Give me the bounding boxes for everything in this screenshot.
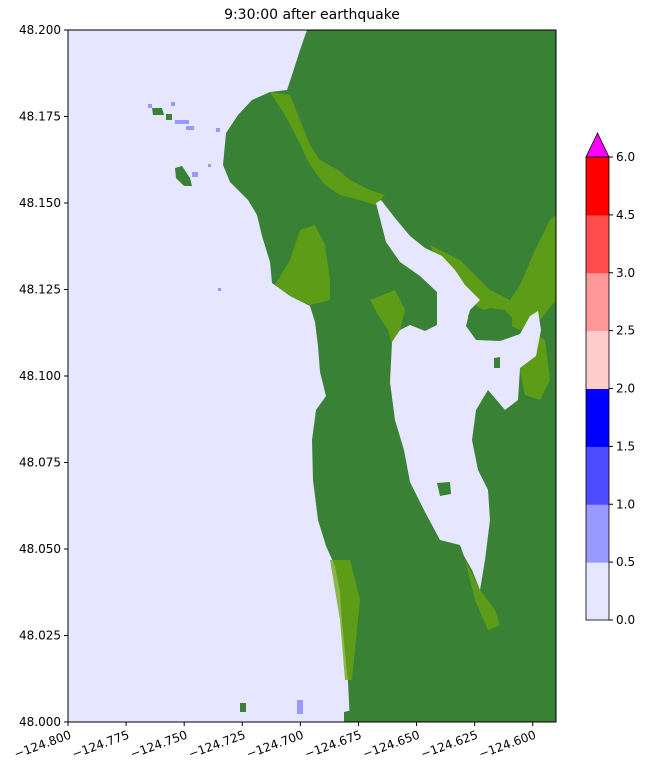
y-tick-label: 48.200 — [19, 23, 61, 37]
shallow-zone — [275, 225, 330, 305]
offshore-island — [175, 166, 192, 186]
shallow-zone — [270, 92, 385, 205]
map-area — [68, 30, 556, 722]
inundation-patch — [192, 172, 198, 177]
offshore-island — [152, 108, 164, 115]
inner-bay-water — [376, 200, 541, 590]
inundation-patch — [297, 700, 303, 714]
colorbar-band — [586, 330, 609, 389]
bay-islet — [494, 357, 500, 368]
y-tick-label: 48.075 — [19, 456, 61, 470]
x-tick-label: −124.700 — [245, 728, 306, 762]
x-tick-label: −124.725 — [186, 728, 247, 762]
y-tick-label: 48.150 — [19, 196, 61, 210]
offshore-island — [344, 710, 354, 722]
inundation-patches — [148, 102, 303, 714]
bay-islet — [437, 482, 451, 496]
colorbar-band — [586, 157, 609, 216]
bay-island — [468, 308, 512, 338]
colorbar-band — [586, 272, 609, 332]
x-tick-label: −124.625 — [419, 728, 480, 762]
colorbar-tick-label: 2.0 — [616, 382, 635, 396]
x-tick-label: −124.675 — [303, 728, 364, 762]
shallow-zone — [430, 215, 556, 330]
inundation-patch — [148, 104, 152, 108]
offshore-island — [240, 703, 246, 712]
colorbar-tick-label: 6.0 — [616, 150, 635, 164]
inundation-patch — [208, 164, 211, 167]
y-tick-label: 48.025 — [19, 629, 61, 643]
y-tick-label: 48.175 — [19, 110, 61, 124]
colorbar-band — [586, 388, 609, 447]
inundation-patch — [171, 102, 175, 106]
colorbar-band — [586, 214, 609, 274]
shallow-zone — [330, 560, 360, 680]
colorbar-tick-label: 2.5 — [616, 324, 635, 338]
colorbar-tick-label: 1.5 — [616, 439, 635, 453]
y-tick-label: 48.100 — [19, 369, 61, 383]
y-tick-label: 48.000 — [19, 715, 61, 729]
colorbar-tick-label: 3.0 — [616, 266, 635, 280]
y-tick-label: 48.125 — [19, 283, 61, 297]
colorbar-band — [586, 446, 609, 505]
offshore-island — [166, 114, 172, 120]
y-tick-label: 48.050 — [19, 542, 61, 556]
x-tick-label: −124.650 — [361, 728, 422, 762]
colorbar-tick-label: 4.5 — [616, 208, 635, 222]
plot-title: 9:30:00 after earthquake — [224, 7, 400, 23]
shallow-zone — [465, 560, 500, 630]
inundation-patch — [186, 126, 194, 130]
shallow-zones — [270, 92, 556, 680]
x-tick-label: −124.800 — [12, 728, 73, 762]
colorbar: 0.0 0.5 1.0 1.5 2.0 2.5 3.0 4.5 6.0 — [585, 132, 635, 627]
inundation-patch — [175, 120, 189, 124]
x-axis: −124.800−124.775−124.750−124.725−124.700… — [12, 722, 538, 761]
x-tick-label: −124.775 — [70, 728, 131, 762]
colorbar-band — [586, 504, 609, 563]
x-tick-label: −124.600 — [477, 728, 538, 762]
inundation-patch — [216, 128, 220, 132]
colorbar-band — [586, 562, 609, 621]
colorbar-extend-arrow — [585, 132, 610, 158]
colorbar-tick-label: 0.0 — [616, 613, 635, 627]
inundation-patch — [218, 288, 221, 291]
colorbar-tick-label: 0.5 — [616, 555, 635, 569]
x-tick-label: −124.750 — [128, 728, 189, 762]
y-axis: 48.000 48.025 48.050 48.075 48.100 48.125 48.1… — [19, 23, 68, 729]
shallow-zone — [370, 290, 405, 345]
colorbar-tick-label: 1.0 — [616, 497, 635, 511]
